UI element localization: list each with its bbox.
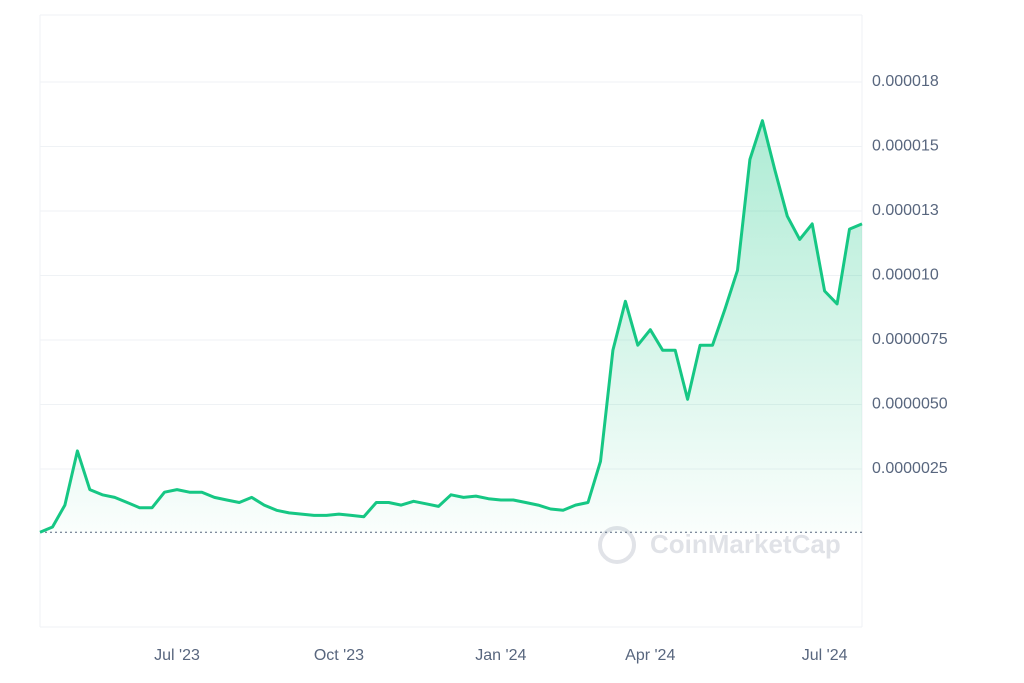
x-tick-label: Jan '24 [475,647,526,664]
x-tick-label: Apr '24 [625,647,675,664]
x-tick-label: Jul '23 [154,647,200,664]
watermark: CoinMarketCap [598,526,841,564]
y-tick-label: 0.000018 [872,73,939,90]
area [40,120,862,534]
x-tick-label: Oct '23 [314,647,364,664]
y-tick-label: 0.0000050 [872,396,948,413]
price-line [39,119,863,534]
y-tick-label: 0.000015 [872,138,939,155]
y-tick-label: 0.000013 [872,202,939,219]
grid [40,81,862,470]
y-tick-label: 0.0000025 [872,460,948,477]
y-tick-label: 0.000010 [872,267,939,284]
y-tick-label: 0.0000075 [872,331,948,348]
watermark-text: CoinMarketCap [650,529,841,559]
x-tick-label: Jul '24 [802,647,848,664]
